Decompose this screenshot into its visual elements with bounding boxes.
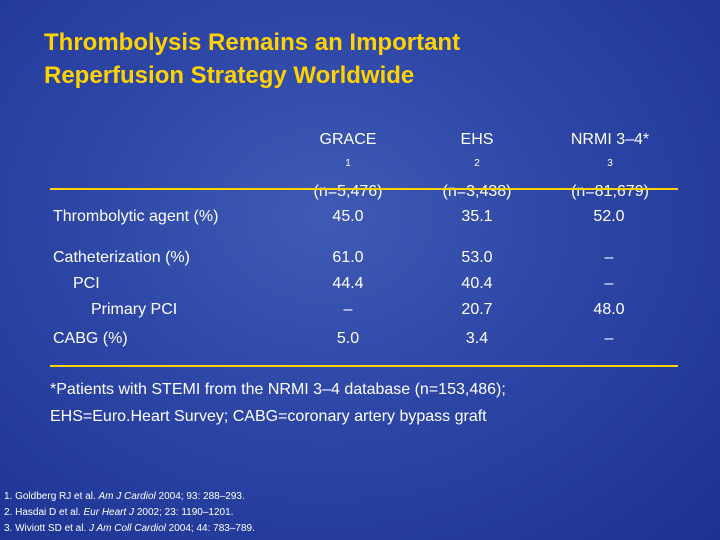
column-header-nrmi: NRMI 3–4* 3 (n=81,679): [540, 127, 680, 205]
title-line-2: Reperfusion Strategy Worldwide: [44, 62, 415, 89]
cell-nrmi: 52.0: [593, 208, 625, 225]
row-label: CABG (%): [53, 330, 128, 347]
column-name: EHS: [460, 131, 494, 148]
cell-ehs: 53.0: [461, 249, 493, 266]
header-divider: [50, 188, 678, 190]
table-row-cabg: CABG (%) 5.0 3.4 –: [0, 326, 720, 352]
table-bottom-divider: [50, 365, 678, 367]
slide-title: Thrombolysis Remains an Important Reperf…: [44, 26, 460, 92]
column-name: GRACE: [319, 131, 377, 148]
journal-name: Eur Heart J: [83, 507, 135, 518]
reference-item: 3. Wiviott SD et al. J Am Coll Cardiol 2…: [4, 523, 255, 534]
cell-grace: 44.4: [332, 275, 364, 292]
column-n: (n=5,476): [313, 183, 383, 200]
cell-nrmi: –: [604, 330, 614, 347]
cell-grace: 5.0: [336, 330, 360, 347]
table-row-thrombolytic: Thrombolytic agent (%) 45.0 35.1 52.0: [0, 204, 720, 230]
cell-ehs: 40.4: [461, 275, 493, 292]
reference-item: 2. Hasdai D et al. Eur Heart J 2002; 23:…: [4, 507, 234, 518]
column-ref-sup: 2: [474, 158, 480, 169]
cell-nrmi: –: [604, 249, 614, 266]
cell-nrmi: –: [604, 275, 614, 292]
column-header-ehs: EHS 2 (n=3,438): [407, 127, 547, 205]
column-ref-sup: 1: [345, 158, 351, 169]
journal-name: Am J Cardiol: [98, 491, 156, 502]
column-ref-sup: 3: [607, 158, 613, 169]
row-label: Catheterization (%): [53, 249, 190, 266]
title-line-1: Thrombolysis Remains an Important: [44, 29, 461, 56]
footnote-line-2: EHS=Euro.Heart Survey; CABG=coronary art…: [50, 408, 487, 425]
row-label: Primary PCI: [91, 301, 178, 318]
column-header-grace: GRACE 1 (n=5,476): [278, 127, 418, 205]
journal-name: J Am Coll Cardiol: [89, 523, 166, 534]
references: 1. Goldberg RJ et al. Am J Cardiol 2004;…: [4, 489, 255, 537]
cell-grace: 61.0: [332, 249, 364, 266]
cell-ehs: 35.1: [461, 208, 493, 225]
footnote-line-1: *Patients with STEMI from the NRMI 3–4 d…: [50, 381, 506, 398]
cell-ehs: 20.7: [461, 301, 493, 318]
table-row-primary-pci: Primary PCI – 20.7 48.0: [0, 297, 720, 323]
row-label: Thrombolytic agent (%): [53, 208, 219, 225]
cell-grace: 45.0: [332, 208, 364, 225]
cell-grace: –: [343, 301, 353, 318]
reference-item: 1. Goldberg RJ et al. Am J Cardiol 2004;…: [4, 491, 245, 502]
table-row-pci: PCI 44.4 40.4 –: [0, 271, 720, 297]
column-n: (n=81,679): [571, 183, 649, 200]
table-row-catheterization: Catheterization (%) 61.0 53.0 –: [0, 245, 720, 271]
cell-ehs: 3.4: [465, 330, 489, 347]
row-label: PCI: [73, 275, 100, 292]
column-name: NRMI 3–4*: [570, 131, 650, 148]
cell-nrmi: 48.0: [593, 301, 625, 318]
footnote: *Patients with STEMI from the NRMI 3–4 d…: [50, 376, 506, 430]
column-n: (n=3,438): [442, 183, 512, 200]
